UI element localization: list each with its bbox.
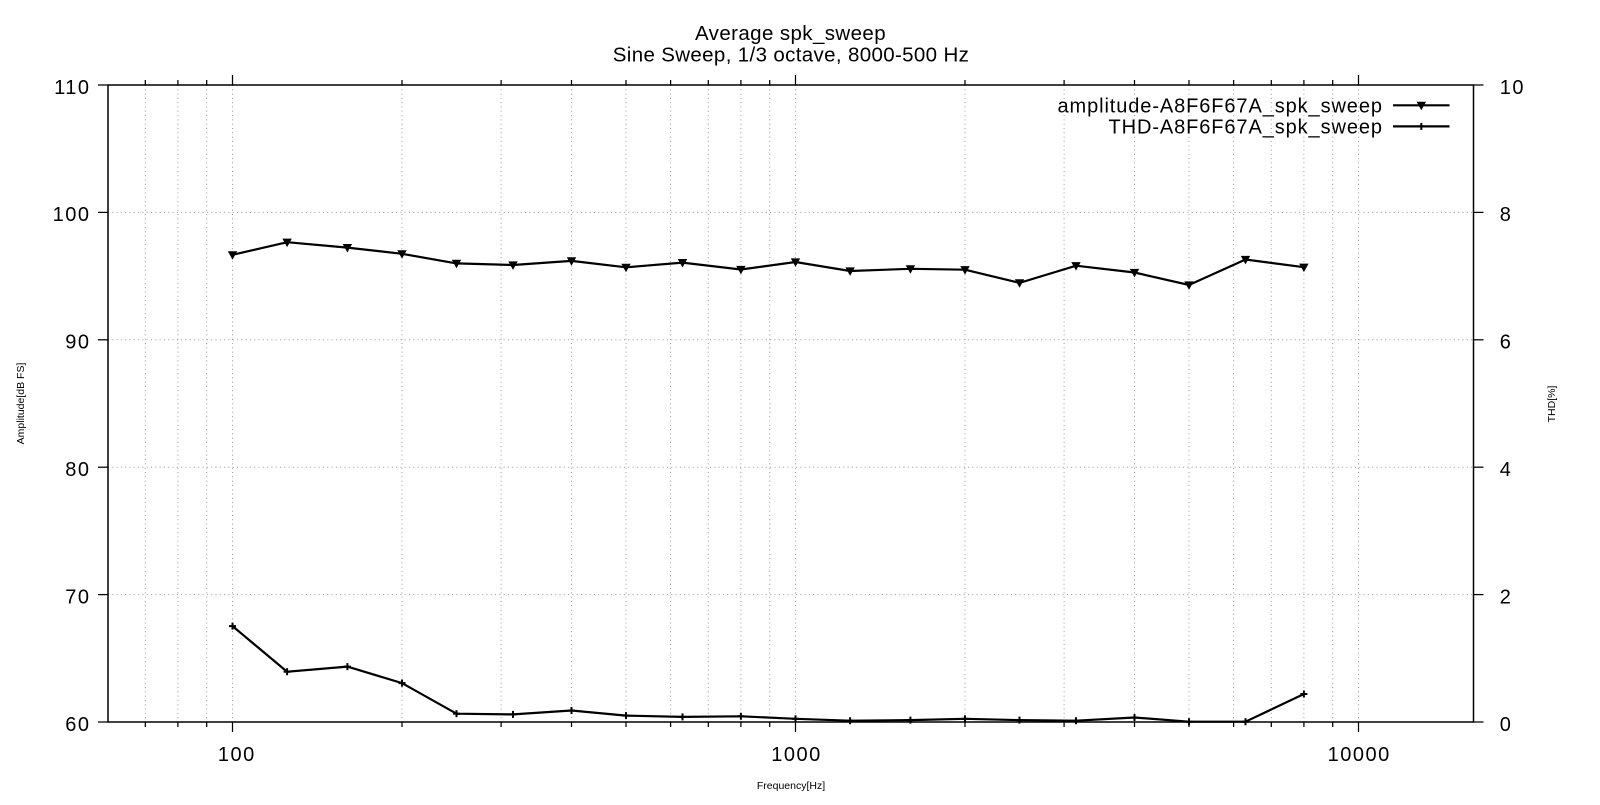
svg-text:2: 2 bbox=[1500, 586, 1513, 608]
svg-text:Average spk_sweep: Average spk_sweep bbox=[695, 22, 886, 45]
svg-text:1000: 1000 bbox=[771, 744, 822, 766]
svg-text:Frequency[Hz]: Frequency[Hz] bbox=[757, 780, 825, 792]
svg-text:70: 70 bbox=[65, 586, 90, 608]
svg-text:10: 10 bbox=[1500, 77, 1525, 99]
svg-text:10000: 10000 bbox=[1328, 744, 1391, 766]
svg-text:60: 60 bbox=[65, 714, 90, 736]
svg-text:THD-A8F6F67A_spk_sweep: THD-A8F6F67A_spk_sweep bbox=[1109, 117, 1383, 139]
svg-text:0: 0 bbox=[1500, 714, 1513, 736]
svg-text:100: 100 bbox=[218, 744, 256, 766]
svg-text:4: 4 bbox=[1500, 459, 1513, 481]
svg-text:Sine Sweep, 1/3 octave, 8000-5: Sine Sweep, 1/3 octave, 8000-500 Hz bbox=[613, 44, 969, 67]
svg-text:110: 110 bbox=[54, 77, 90, 99]
svg-text:80: 80 bbox=[65, 459, 90, 481]
svg-text:6: 6 bbox=[1500, 332, 1513, 354]
svg-text:amplitude-A8F6F67A_spk_sweep: amplitude-A8F6F67A_spk_sweep bbox=[1058, 96, 1383, 118]
svg-text:100: 100 bbox=[53, 204, 91, 226]
svg-text:Amplitude[dB FS]: Amplitude[dB FS] bbox=[15, 363, 27, 445]
svg-text:90: 90 bbox=[65, 332, 90, 354]
svg-text:8: 8 bbox=[1500, 204, 1513, 226]
svg-text:THD[%]: THD[%] bbox=[1546, 386, 1558, 423]
